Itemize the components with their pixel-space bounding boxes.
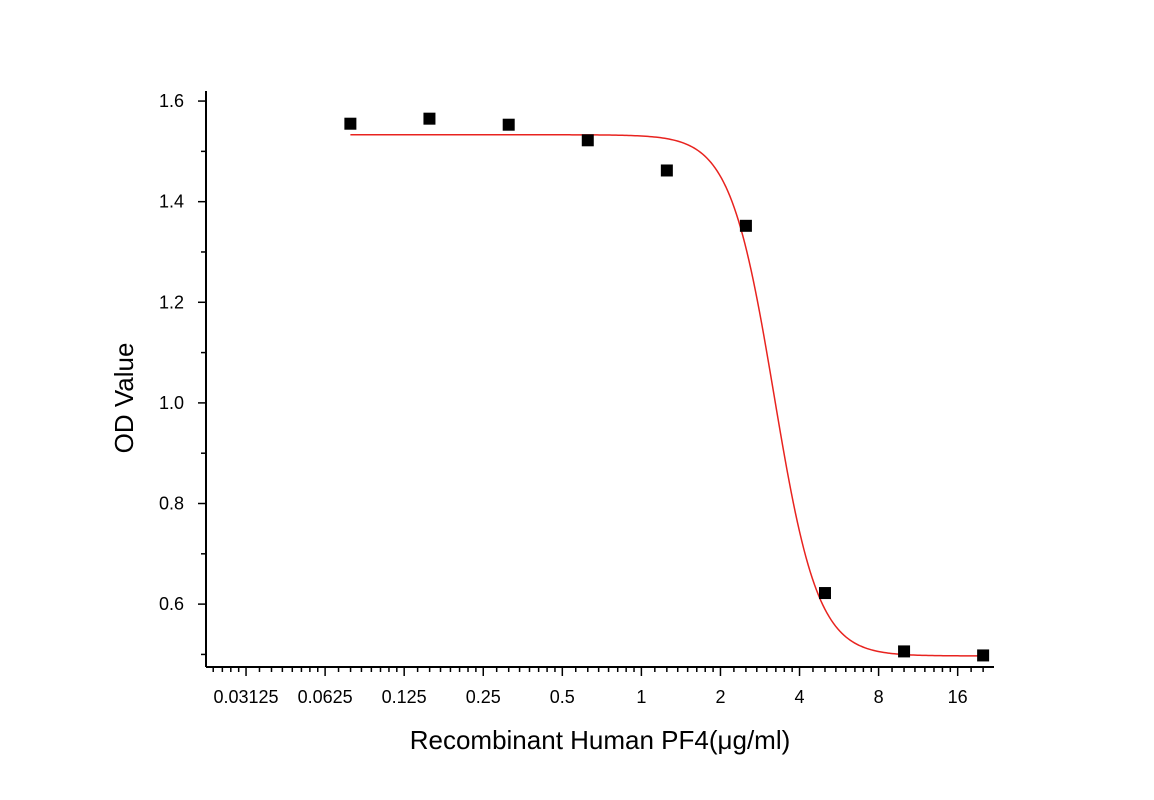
data-point [660, 164, 673, 177]
data-point [739, 219, 752, 232]
y-tick-label: 1.4 [159, 192, 184, 212]
x-ticks: 0.03125 0.0625 0.125 0.25 0.5 1 2 4 8 16 [212, 667, 984, 707]
x-tick-label: 0.03125 [213, 687, 278, 707]
x-tick-label: 8 [874, 687, 884, 707]
x-tick-label: 1 [636, 687, 646, 707]
x-tick-label: 4 [795, 687, 805, 707]
x-tick-label: 0.25 [466, 687, 501, 707]
y-tick-label: 0.6 [159, 594, 184, 614]
data-point [898, 645, 911, 658]
x-tick-label: 0.0625 [298, 687, 353, 707]
fit-curve [350, 134, 984, 657]
y-axis-title: OD Value [109, 343, 139, 454]
data-point [423, 112, 436, 125]
data-point [818, 587, 831, 600]
data-point [581, 134, 594, 147]
x-tick-label: 0.125 [382, 687, 427, 707]
x-tick-label: 0.5 [550, 687, 575, 707]
y-tick-label: 0.8 [159, 494, 184, 514]
data-point [977, 649, 990, 662]
x-tick-label: 16 [948, 687, 968, 707]
data-point [502, 118, 515, 131]
x-axis-title: Recombinant Human PF4(μg/ml) [410, 725, 791, 755]
data-points [344, 112, 990, 662]
y-ticks: 0.6 0.8 1.0 1.2 1.4 1.6 [159, 91, 206, 656]
y-tick-label: 1.6 [159, 91, 184, 111]
x-tick-label: 2 [715, 687, 725, 707]
axes [205, 91, 994, 668]
data-point [344, 117, 357, 130]
y-tick-label: 1.0 [159, 393, 184, 413]
y-tick-label: 1.2 [159, 292, 184, 312]
